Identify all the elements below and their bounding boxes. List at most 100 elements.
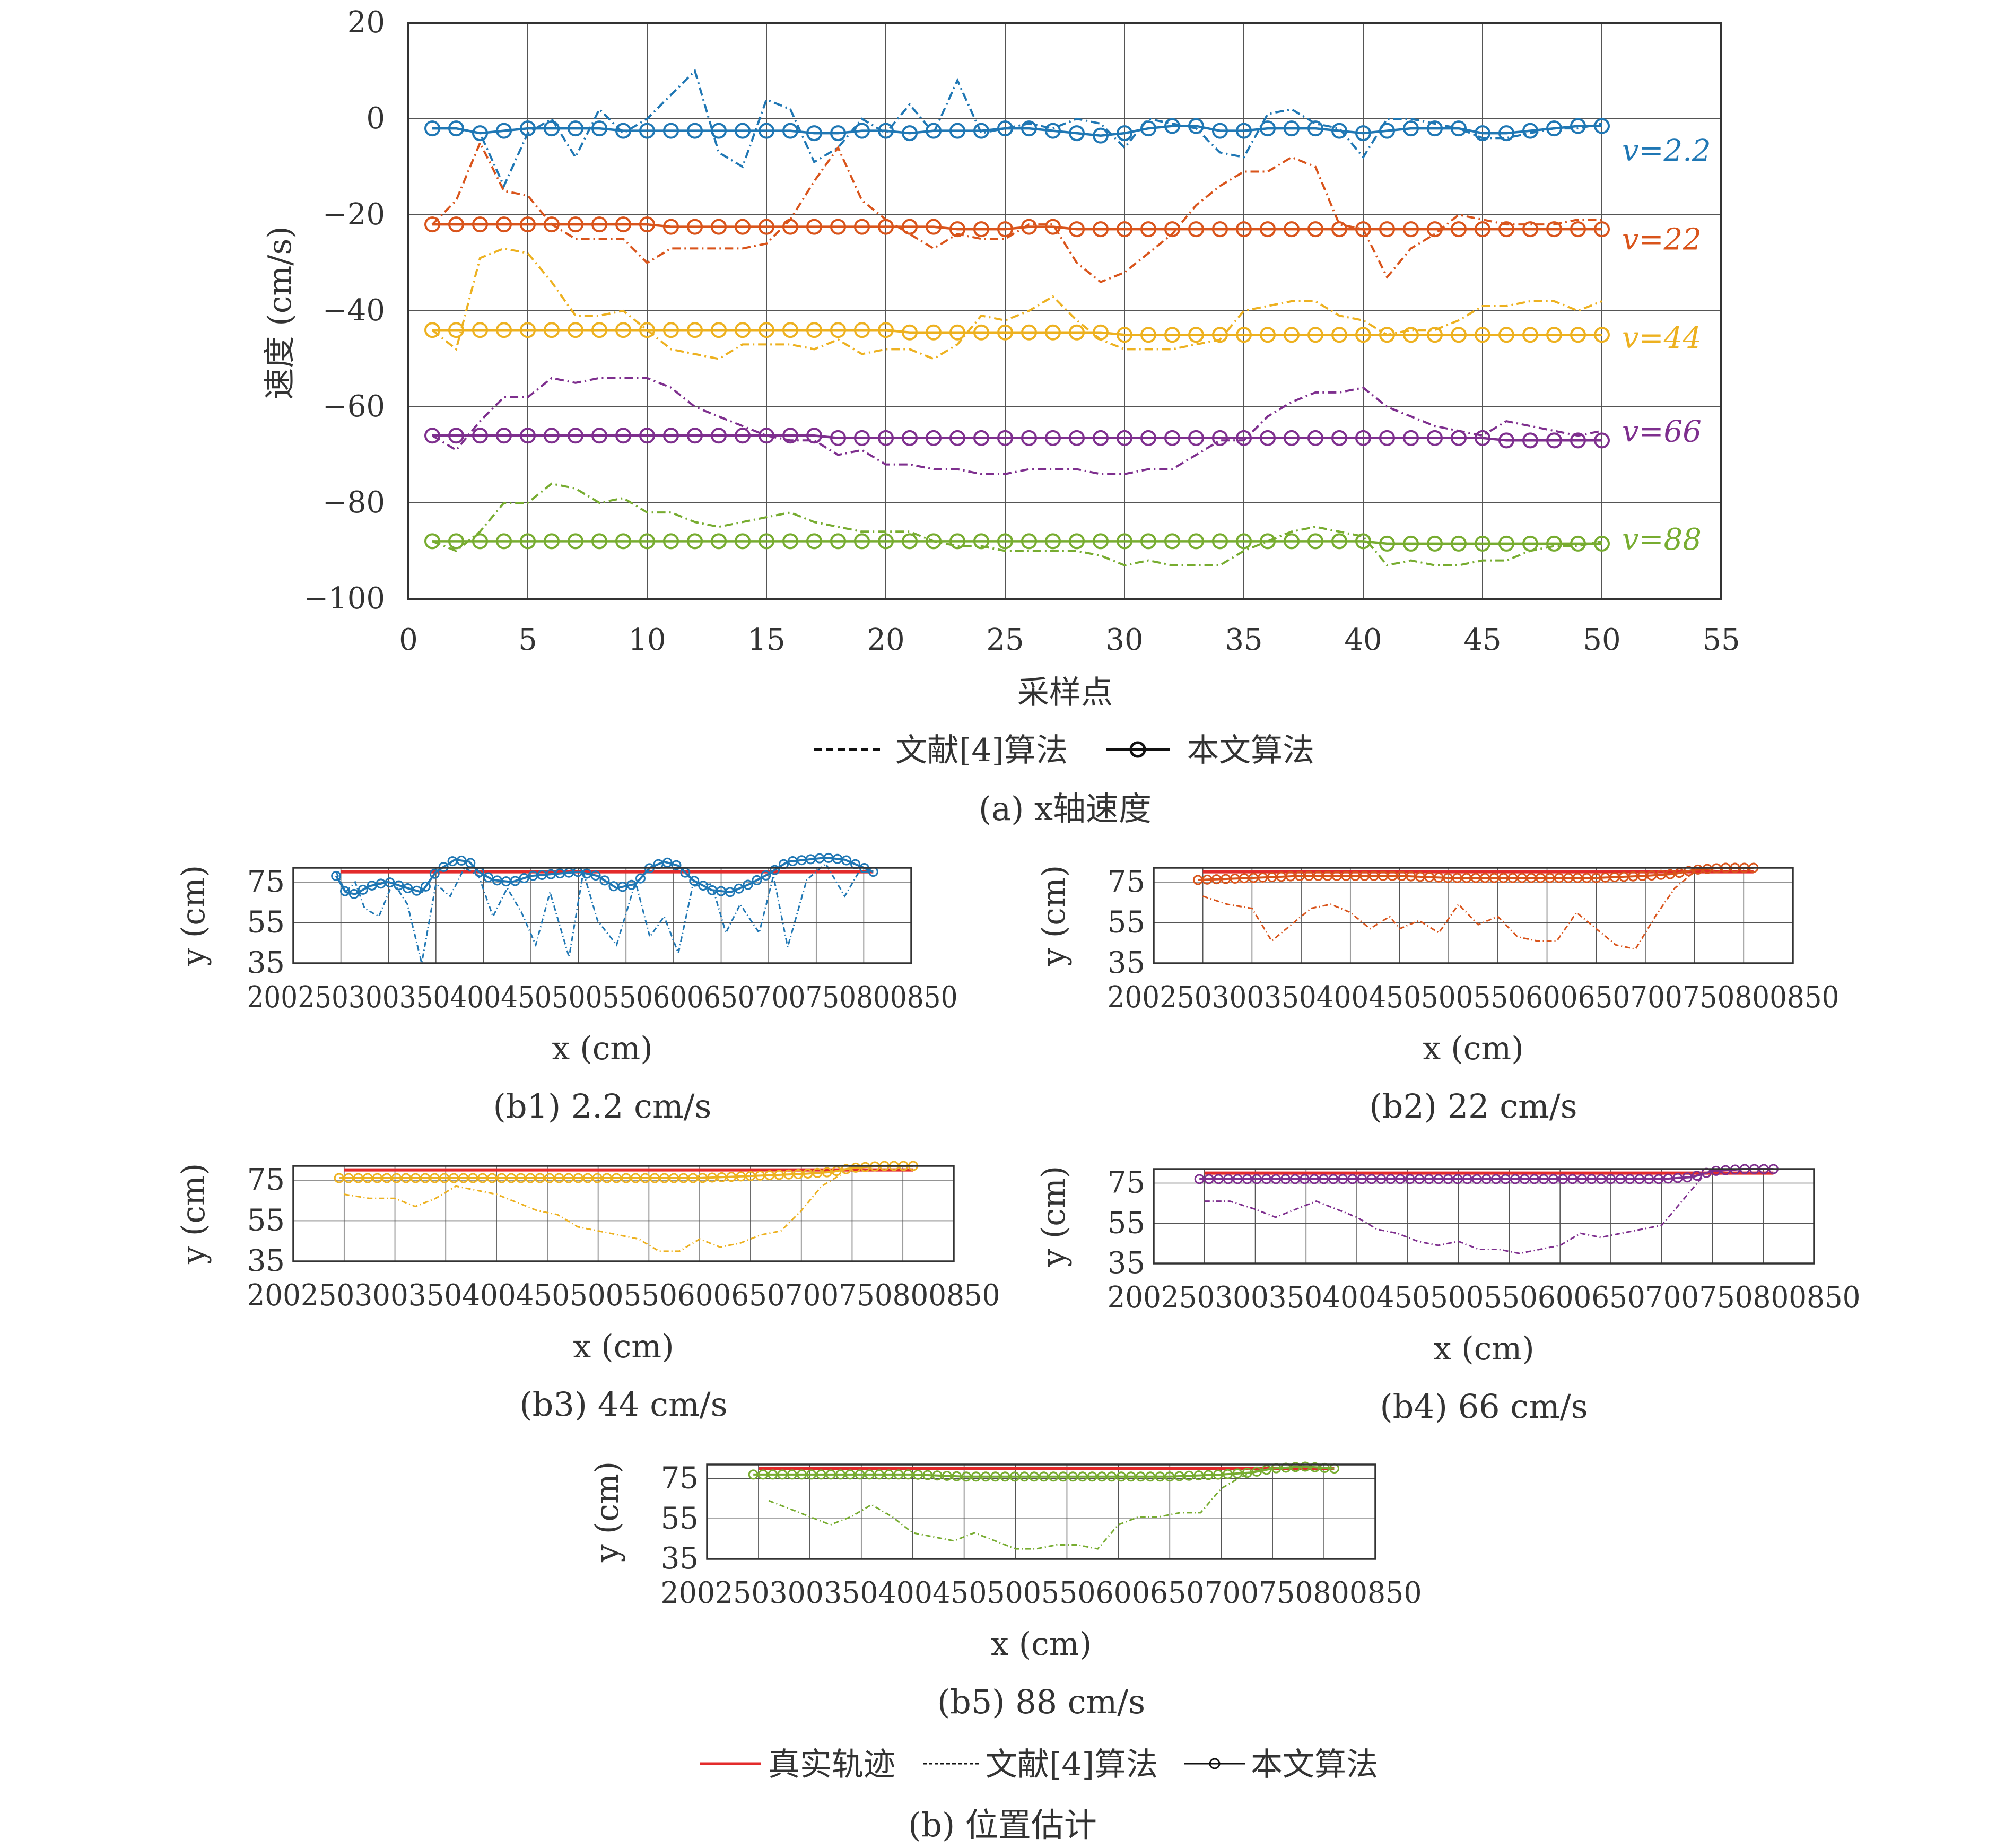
ours-point-marker	[448, 216, 464, 233]
ours-point-marker	[1498, 125, 1514, 142]
ours-point-marker	[806, 428, 822, 444]
ours-point-marker	[711, 533, 727, 550]
ours-trajectory-marker	[590, 870, 601, 881]
ours-point-marker	[1021, 533, 1037, 550]
ours-point-marker	[544, 216, 560, 233]
ours-point-marker	[1021, 219, 1037, 235]
ours-trajectory-marker	[793, 1169, 804, 1180]
ours-trajectory-marker	[563, 1173, 574, 1183]
ours-point-marker	[1331, 123, 1347, 139]
ours-point-marker	[1164, 533, 1180, 550]
ours-point-marker	[1379, 123, 1395, 139]
ours-point-marker	[926, 219, 942, 235]
ours-trajectory-marker	[1155, 1471, 1165, 1482]
sub-y-tick-label: 35	[661, 1541, 699, 1576]
ours-point-marker	[902, 125, 918, 142]
ours-trajectory-marker	[353, 1173, 363, 1183]
ours-point-marker	[711, 219, 727, 235]
ours-trajectory-marker	[913, 1469, 923, 1480]
ours-point-marker	[1546, 535, 1562, 552]
main-y-tick-label: −60	[322, 389, 385, 424]
sub-y-tick-label: 75	[661, 1461, 699, 1496]
ours-trajectory-marker	[1596, 1174, 1607, 1184]
ours-point-marker	[448, 533, 464, 550]
ours-point-marker	[1284, 221, 1300, 238]
sub-x-tick-labels: 2002503003504004505005506006507007508008…	[1108, 1280, 1861, 1315]
main-x-tick-label: 20	[867, 623, 904, 657]
series-annotation: v=22	[1622, 222, 1702, 257]
ours-point-marker	[1140, 533, 1156, 550]
ours-point-marker	[615, 322, 631, 338]
ours-point-marker	[854, 430, 870, 446]
ours-trajectory-marker	[635, 873, 646, 884]
ours-point-marker	[759, 322, 774, 338]
ours-trajectory-marker	[1000, 1471, 1010, 1482]
sub-legend: 真实轨迹 文献[4]算法 本文算法	[700, 1746, 1378, 1783]
ours-trajectory-marker	[845, 1469, 856, 1480]
ours-trajectory-marker	[1395, 1174, 1406, 1184]
ours-trajectory-marker	[841, 855, 852, 866]
ours-trajectory-marker	[1481, 1174, 1492, 1184]
ours-point-marker	[687, 533, 703, 550]
ours-trajectory-marker	[1529, 1174, 1539, 1184]
ours-point-marker	[926, 324, 942, 341]
ours-trajectory-marker	[611, 1173, 622, 1183]
subplot-frame	[706, 1463, 1376, 1560]
ours-point-marker	[1021, 324, 1037, 341]
ours-trajectory-marker	[1223, 1469, 1233, 1479]
ours-trajectory-marker	[506, 1173, 517, 1183]
main-y-axis-label: 速度 (cm/s)	[261, 226, 299, 399]
ours-trajectory-marker	[477, 1173, 488, 1183]
ours-point-marker	[1331, 533, 1347, 550]
ours-point-marker	[1260, 120, 1276, 137]
main-velocity-plot: 0 5 10 15 20 25 30 35 40 45 50 55 20 0 −20 −40 −60 −80 −10…	[261, 5, 1740, 828]
sub-legend-ours-label: 本文算法	[1251, 1746, 1378, 1783]
ours-point-marker	[973, 430, 989, 446]
ours-series-line-v=66	[432, 434, 1602, 442]
sub-x-axis-label: x (cm)	[573, 1328, 674, 1365]
ours-trajectory-marker	[990, 1471, 1001, 1482]
ours-trajectory-marker	[698, 881, 709, 891]
ours-trajectory-marker	[1039, 1471, 1049, 1482]
ours-trajectory-marker	[573, 1173, 583, 1183]
ours-trajectory-marker	[1665, 869, 1676, 879]
ours-point-marker	[472, 216, 488, 233]
ours-point-marker	[830, 219, 846, 235]
ours-trajectory-marker	[599, 875, 610, 886]
ours-point-marker	[1451, 120, 1467, 137]
ours-trajectory-marker	[362, 1173, 373, 1183]
ours-point-marker	[973, 123, 989, 139]
ours-point-marker	[615, 216, 631, 233]
ours-point-marker	[1355, 327, 1371, 343]
ours-trajectory-marker	[1213, 1174, 1224, 1184]
subplot-b1: 75 55 35 y (cm) 2002503003504004505005506006…	[175, 852, 958, 1126]
ours-point-marker	[1475, 430, 1490, 446]
ref-trajectory-line	[1204, 1176, 1703, 1254]
ours-point-marker	[1403, 430, 1419, 446]
ours-trajectory-marker	[1290, 1174, 1301, 1184]
main-caption: (a) x轴速度	[979, 789, 1152, 828]
ours-trajectory-marker	[1232, 1468, 1243, 1479]
ours-trajectory-marker	[1615, 1174, 1626, 1184]
ours-trajectory-marker	[1500, 1174, 1511, 1184]
ours-point-marker	[472, 322, 488, 338]
ours-point-marker	[448, 322, 464, 338]
ours-point-marker	[544, 120, 560, 137]
ours-trajectory-marker	[617, 882, 628, 892]
ours-point-marker	[782, 322, 798, 338]
ours-point-marker	[1570, 535, 1586, 552]
ours-trajectory-marker	[1684, 866, 1694, 876]
subplot-caption: (b1) 2.2 cm/s	[493, 1087, 712, 1126]
ours-trajectory-marker	[707, 1172, 718, 1183]
ours-point-marker	[544, 533, 560, 550]
ref-series-line-v=88	[432, 482, 1602, 566]
ours-trajectory-marker	[582, 1173, 593, 1183]
ours-series-line-v=44	[432, 328, 1602, 336]
ours-point-marker	[1212, 430, 1228, 446]
ours-point-marker	[496, 216, 512, 233]
ours-point-marker	[997, 221, 1013, 238]
subplot-b3: 75 55 35 y (cm) 2002503003504004505005506006…	[175, 1161, 1000, 1424]
ours-trajectory-marker	[1644, 1174, 1654, 1184]
ours-trajectory-marker	[932, 1470, 943, 1481]
